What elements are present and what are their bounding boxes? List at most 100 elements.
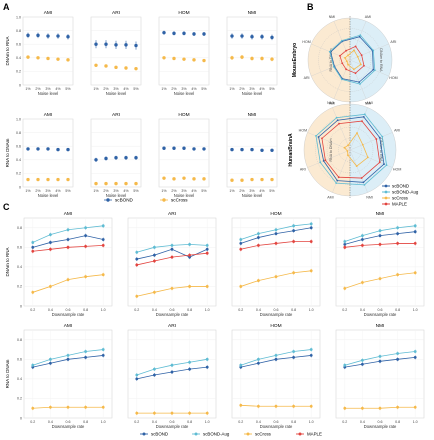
radar-axis-label: ARI [394, 129, 400, 133]
row-label: RNA to DNAm [5, 138, 10, 167]
panel-c-rna-to-dnam-ami-plot: 0 0.2 0.4 0.6 0.8 0.2 0.4 0.6 0.8 1.0 AMI Downsampl… [17, 323, 113, 429]
radar-axis-label: HOM [389, 76, 397, 80]
scbond-aug-point [101, 224, 105, 228]
x-tick-label: 0.8 [395, 420, 400, 424]
scbond-point [124, 156, 128, 160]
sccross-point [101, 273, 105, 277]
dataset-title: MouseEmbryo [292, 43, 298, 77]
plot-frame [22, 16, 74, 86]
sccross-point [257, 404, 260, 408]
scbond-point [162, 30, 166, 35]
scbond-radar-point [362, 115, 365, 118]
x-tick-label: 0.2 [238, 420, 243, 424]
radar-axis-label: NMI [329, 15, 336, 19]
x-tick-label: 0.8 [187, 420, 192, 424]
scbond-aug-point [413, 350, 417, 353]
metric-title: AMI [64, 323, 73, 329]
scbond-aug-radar-point [341, 78, 343, 81]
scbond-aug-point [49, 233, 52, 237]
scbond-point [114, 43, 118, 47]
radar-axis-label: ARI [300, 168, 306, 172]
maple-point [309, 240, 313, 243]
x-tick-label: 3% [181, 189, 187, 193]
y-tick-label: 1.0 [16, 117, 21, 121]
radar-spoke [311, 59, 351, 77]
maple-point [239, 247, 243, 251]
sccross-point [101, 405, 105, 409]
scbond-point [188, 367, 192, 371]
sccross-point [396, 273, 399, 277]
x-tick-label: 1.0 [101, 420, 106, 424]
x-tick-label: 0.4 [152, 308, 157, 312]
legend-label: scBOND [392, 184, 409, 189]
sccross-point [378, 406, 382, 410]
sccross-point [66, 278, 70, 281]
scbond-point [66, 357, 70, 361]
maple-point [188, 253, 192, 257]
y-tick-label: 0.8 [16, 29, 21, 33]
x-tick-label: 0.6 [378, 420, 383, 424]
legend-label: scBOND-Aug [203, 432, 230, 437]
sccross-point [270, 177, 274, 182]
x-tick-label: 2% [171, 189, 177, 193]
rna-to-dnam-zone [304, 104, 350, 196]
scbond-aug-point [274, 228, 278, 232]
scbond-aug-point [239, 363, 243, 367]
radar-spoke [332, 107, 351, 151]
x-tick-label: 2% [103, 189, 109, 193]
x-tick-label: 2% [103, 87, 109, 91]
maple-point [413, 242, 417, 245]
x-tick-label: 1% [229, 189, 235, 193]
scbond-aug-radar-point [341, 39, 343, 42]
x-tick-label: 1% [161, 87, 167, 91]
x-tick-label: 3% [45, 87, 51, 91]
scbond-point [257, 361, 260, 365]
y-tick-label: 0.4 [17, 265, 22, 269]
x-axis-label: Downsample rate [260, 424, 293, 429]
scbond-radar-point [358, 35, 361, 38]
radar-axis-label: HOM [302, 40, 310, 44]
sccross-point [361, 281, 364, 284]
y-tick-label: 1.0 [16, 15, 21, 19]
x-tick-label: 4% [123, 87, 129, 91]
sccross-point [361, 406, 364, 410]
scbond-aug-point [31, 363, 35, 367]
panel-label-a: A [3, 2, 10, 12]
scbond-point [153, 253, 156, 257]
maple-radar-point [338, 122, 340, 125]
maple-radar-point [375, 138, 378, 140]
sccross-radar-point [344, 57, 346, 59]
x-axis-label: Downsample rate [156, 312, 189, 317]
scbond-point [202, 32, 206, 36]
scbond-point [309, 226, 313, 230]
y-tick-label: 0.6 [17, 358, 22, 362]
x-axis-label: Noise level [174, 91, 195, 96]
legend-swatch [246, 432, 250, 436]
sccross-point [182, 176, 186, 180]
scbond-point [240, 34, 244, 38]
legend-label: scBOND-Aug [392, 190, 419, 195]
x-tick-label: 3% [113, 87, 119, 91]
scbond-aug-point [239, 238, 243, 241]
x-axis-label: Noise level [38, 91, 59, 96]
radar-axis-label: HOM [393, 168, 401, 172]
x-tick-label: 0.2 [134, 420, 139, 424]
x-tick-label: 0.4 [48, 420, 53, 424]
y-tick-label: 0.8 [17, 226, 22, 230]
metric-title: HOM [270, 323, 281, 329]
scbond-aug-point [205, 243, 209, 247]
x-tick-label: 1.0 [309, 308, 314, 312]
scbond-radar-point [378, 136, 381, 139]
scbond-aug-point [361, 234, 364, 238]
sccross-point [202, 177, 206, 181]
sccross-point [192, 58, 196, 62]
maple-point [31, 249, 35, 253]
scbond-point [172, 146, 176, 150]
scbond-point [292, 229, 295, 233]
sccross-radar-point [346, 150, 349, 152]
scbond-point [230, 34, 234, 38]
scbond-point [182, 146, 186, 150]
sccross-point [94, 63, 98, 67]
scbond-point [104, 42, 108, 46]
